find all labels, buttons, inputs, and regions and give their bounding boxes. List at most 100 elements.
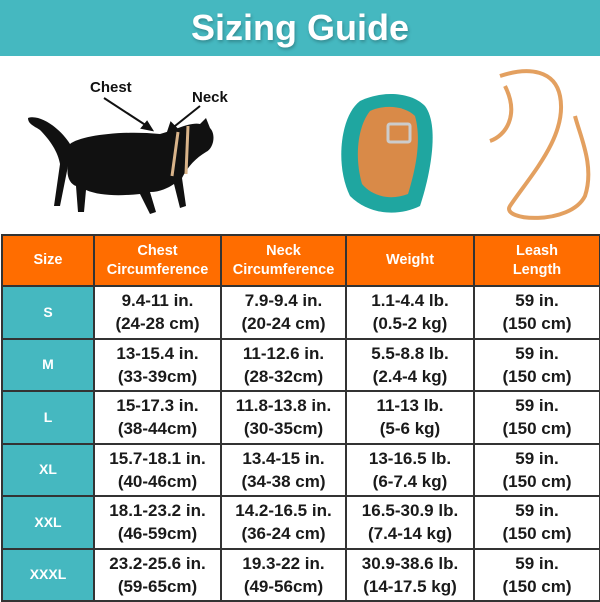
metric-value: (5-6 kg) (379, 419, 441, 439)
metric-value: (24-28 cm) (115, 314, 200, 334)
imperial-value: 16.5-30.9 lb. (361, 501, 459, 521)
table-header-row: Size Chest Circumference Neck Circumferenc… (1, 234, 600, 287)
neck-cell: 11-12.6 in. (28-32cm) (220, 337, 347, 392)
sizing-table: Size Chest Circumference Neck Circumferenc… (1, 234, 600, 602)
metric-value: (150 cm) (502, 524, 572, 544)
size-cell: XXL (1, 495, 95, 550)
imperial-value: 13-15.4 in. (116, 343, 199, 363)
weight-cell: 13-16.5 lb. (6-7.4 kg) (345, 442, 475, 497)
imperial-value: 59 in. (515, 448, 559, 468)
metric-value: (46-59cm) (117, 524, 198, 544)
header-weight: Weight (345, 234, 475, 287)
header-text: Circumference (232, 261, 335, 278)
header-text: Circumference (106, 261, 209, 278)
metric-value: (150 cm) (502, 314, 572, 334)
harness-outline (170, 125, 190, 177)
header-chest: Chest Circumference (93, 234, 222, 287)
imperial-value: 59 in. (515, 291, 559, 311)
imperial-value: 14.2-16.5 in. (235, 501, 332, 521)
metric-value: (38-44cm) (117, 419, 198, 439)
metric-value: (36-24 cm) (241, 524, 326, 544)
weight-cell: 5.5-8.8 lb. (2.4-4 kg) (345, 337, 475, 392)
leash-cell: 59 in. (150 cm) (473, 390, 600, 445)
weight-cell: 1.1-4.4 lb. (0.5-2 kg) (345, 285, 475, 340)
neck-cell: 19.3-22 in. (49-56cm) (220, 547, 347, 602)
header-text: Leash (516, 242, 558, 259)
imperial-value: 15.7-18.1 in. (109, 448, 206, 468)
size-cell: XL (1, 442, 95, 497)
imperial-value: 19.3-22 in. (242, 553, 325, 573)
imperial-value: 15-17.3 in. (116, 396, 199, 416)
leash-cell: 59 in. (150 cm) (473, 337, 600, 392)
neck-cell: 7.9-9.4 in. (20-24 cm) (220, 285, 347, 340)
chest-cell: 9.4-11 in. (24-28 cm) (93, 285, 222, 340)
weight-cell: 30.9-38.6 lb. (14-17.5 kg) (345, 547, 475, 602)
leash-cell: 59 in. (150 cm) (473, 442, 600, 497)
imperial-value: 13.4-15 in. (242, 448, 325, 468)
imperial-value: 59 in. (515, 343, 559, 363)
imperial-value: 11.8-13.8 in. (235, 396, 332, 416)
chest-cell: 13-15.4 in. (33-39cm) (93, 337, 222, 392)
leash-cell: 59 in. (150 cm) (473, 547, 600, 602)
metric-value: (150 cm) (502, 419, 572, 439)
weight-cell: 16.5-30.9 lb. (7.4-14 kg) (345, 495, 475, 550)
neck-label: Neck (192, 89, 228, 106)
header-text: Size (33, 252, 63, 268)
size-cell: L (1, 390, 95, 445)
imperial-value: 59 in. (515, 501, 559, 521)
header-text: Weight (385, 252, 435, 268)
imperial-value: 1.1-4.4 lb. (371, 291, 449, 311)
table-row: XXXL 23.2-25.6 in. (59-65cm) 19.3-22 in. (49… (1, 547, 600, 602)
size-cell: XXXL (1, 547, 95, 602)
metric-value: (33-39cm) (117, 366, 198, 386)
imperial-value: 9.4-11 in. (121, 291, 194, 311)
neck-cell: 13.4-15 in. (34-38 cm) (220, 442, 347, 497)
neck-cell: 11.8-13.8 in. (30-35cm) (220, 390, 347, 445)
metric-value: (30-35cm) (243, 419, 324, 439)
table-row: XL 15.7-18.1 in. (40-46cm) 13.4-15 in. (34-3… (1, 442, 600, 497)
metric-value: (2.4-4 kg) (372, 366, 448, 386)
metric-value: (28-32cm) (243, 366, 324, 386)
weight-cell: 11-13 lb. (5-6 kg) (345, 390, 475, 445)
imperial-value: 23.2-25.6 in. (109, 553, 206, 573)
size-cell: M (1, 337, 95, 392)
metric-value: (14-17.5 kg) (363, 576, 457, 596)
harness-vest (341, 94, 433, 213)
metric-value: (34-38 cm) (241, 471, 326, 491)
imperial-value: 7.9-9.4 in. (244, 291, 323, 311)
table-row: M 13-15.4 in. (33-39cm) 11-12.6 in. (28-32cm… (1, 337, 600, 392)
header-text: Chest (137, 242, 178, 259)
metric-value: (7.4-14 kg) (367, 524, 453, 544)
imperial-value: 11-13 lb. (376, 396, 444, 416)
title-banner: Sizing Guide (0, 0, 600, 56)
leash (489, 69, 591, 220)
cat-harness-diagram (28, 97, 214, 214)
header-text: Length (512, 261, 562, 278)
imperial-value: 18.1-23.2 in. (109, 501, 206, 521)
metric-value: (59-65cm) (117, 576, 198, 596)
chest-cell: 18.1-23.2 in. (46-59cm) (93, 495, 222, 550)
chest-cell: 15.7-18.1 in. (40-46cm) (93, 442, 222, 497)
header-text: Neck (266, 242, 301, 259)
imperial-value: 59 in. (515, 553, 559, 573)
table-row: S 9.4-11 in. (24-28 cm) 7.9-9.4 in. (20-24 c… (1, 285, 600, 340)
table-row: XXL 18.1-23.2 in. (46-59cm) 14.2-16.5 in. (3… (1, 495, 600, 550)
imperial-value: 5.5-8.8 lb. (371, 343, 449, 363)
metric-value: (0.5-2 kg) (372, 314, 448, 334)
harness-and-leash-photo (341, 69, 591, 220)
metric-value: (150 cm) (502, 576, 572, 596)
metric-value: (40-46cm) (117, 471, 198, 491)
page-title: Sizing Guide (190, 7, 409, 48)
metric-value: (6-7.4 kg) (372, 471, 448, 491)
imperial-value: 59 in. (515, 396, 559, 416)
header-size: Size (1, 234, 95, 287)
neck-cell: 14.2-16.5 in. (36-24 cm) (220, 495, 347, 550)
chest-cell: 15-17.3 in. (38-44cm) (93, 390, 222, 445)
chest-label: Chest (90, 79, 132, 96)
product-illustrations: Chest Neck (0, 56, 600, 232)
imperial-value: 30.9-38.6 lb. (361, 553, 459, 573)
metric-value: (150 cm) (502, 471, 572, 491)
imperial-value: 11-12.6 in. (242, 343, 325, 363)
metric-value: (150 cm) (502, 366, 572, 386)
leash-cell: 59 in. (150 cm) (473, 495, 600, 550)
